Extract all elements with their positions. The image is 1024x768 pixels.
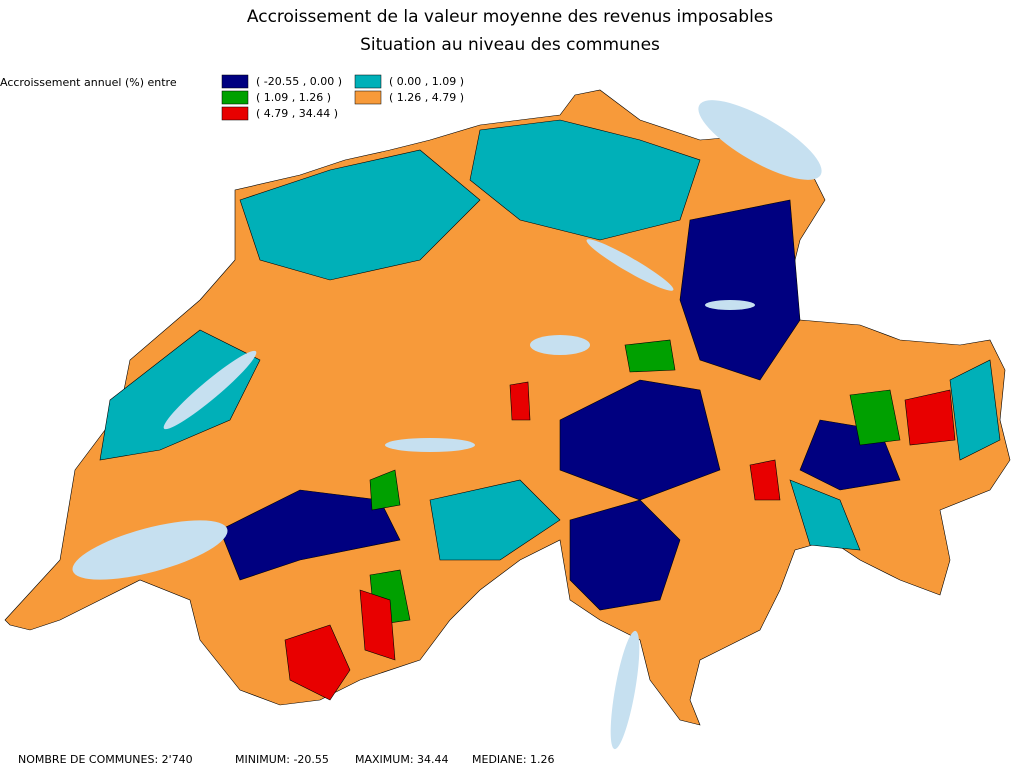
region — [359, 589, 396, 661]
footer-max: MAXIMUM: 34.44 — [355, 753, 449, 766]
lake — [385, 438, 475, 452]
region — [789, 479, 861, 551]
region — [949, 359, 1001, 461]
region — [509, 381, 531, 421]
region — [99, 329, 261, 461]
legend-swatch — [221, 74, 249, 89]
title: Accroissement de la valeur moyenne des r… — [247, 7, 773, 27]
lake — [698, 100, 822, 180]
footer-min: MINIMUM: -20.55 — [235, 753, 329, 766]
region — [749, 459, 781, 501]
legend-swatch — [354, 74, 382, 89]
region — [284, 624, 351, 701]
lake — [610, 630, 640, 750]
legend-entry: ( 1.26 , 4.79 ) — [389, 91, 464, 104]
legend-entry: ( 1.09 , 1.26 ) — [256, 91, 331, 104]
legend-swatch — [354, 90, 382, 105]
footer-count: NOMBRE DE COMMUNES: 2'740 — [18, 753, 193, 766]
region — [849, 389, 901, 446]
region — [904, 389, 956, 446]
legend-label: Accroissement annuel (%) entre — [0, 76, 177, 89]
legend-entry: ( 0.00 , 1.09 ) — [389, 75, 464, 88]
region — [429, 479, 561, 561]
lake — [72, 520, 228, 580]
legend: ( -20.55 , 0.00 ) ( 0.00 , 1.09 ) ( 1.09 ,… — [221, 74, 464, 121]
region — [219, 489, 401, 581]
region — [559, 379, 721, 501]
region — [679, 199, 801, 381]
lake — [586, 239, 674, 291]
legend-swatch — [221, 90, 249, 105]
footer-median: MEDIANE: 1.26 — [472, 753, 555, 766]
legend-swatch — [221, 106, 249, 121]
region — [369, 469, 401, 511]
legend-entry: ( -20.55 , 0.00 ) — [256, 75, 342, 88]
legend-entry: ( 4.79 , 34.44 ) — [256, 107, 338, 120]
lake — [163, 350, 257, 430]
region — [569, 499, 681, 611]
lake — [705, 300, 755, 310]
region — [239, 149, 481, 281]
lake — [530, 335, 590, 355]
region — [624, 339, 676, 373]
map — [4, 89, 1011, 750]
region — [469, 119, 701, 241]
subtitle: Situation au niveau des communes — [360, 35, 660, 55]
